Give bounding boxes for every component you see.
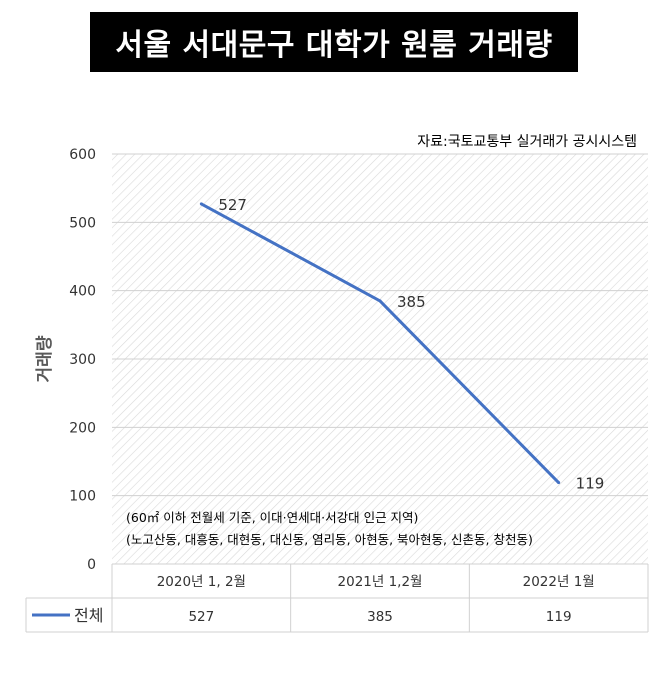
- source-note: 자료:국토교통부 실거래가 공시시스템: [417, 134, 637, 150]
- table-category-cell: 2020년 1, 2월: [157, 574, 246, 590]
- chart-title: 서울 서대문구 대학가 원룸 거래량: [90, 12, 578, 72]
- legend-label: 전체: [74, 606, 103, 625]
- plot-area: [112, 153, 648, 565]
- data-point: [378, 299, 382, 303]
- series-layer: 527 385 119: [199, 196, 605, 493]
- y-tick-label: 100: [69, 489, 96, 505]
- y-tick-label: 600: [69, 147, 96, 163]
- y-axis-title: 거래량: [35, 335, 55, 382]
- data-point: [557, 481, 561, 485]
- table-value-cell: 119: [546, 609, 572, 625]
- y-tick-label: 200: [69, 420, 96, 436]
- y-tick-label: 500: [69, 215, 96, 231]
- table-category-cell: 2022년 1월: [523, 574, 595, 590]
- data-label: 119: [576, 475, 605, 493]
- table-value-cell: 385: [367, 609, 393, 625]
- data-point: [199, 202, 203, 206]
- y-tick-label: 0: [87, 557, 96, 573]
- table-category-cell: 2021년 1,2월: [338, 574, 423, 590]
- data-label: 527: [218, 196, 247, 214]
- area-list-note: (노고산동, 대흥동, 대현동, 대신동, 염리동, 아현동, 북아현동, 신촌…: [126, 532, 533, 547]
- data-label: 385: [397, 293, 426, 311]
- y-axis: 0 100 200 300 400 500 600: [69, 147, 96, 573]
- table-value-cell: 527: [188, 609, 214, 625]
- y-tick-label: 400: [69, 284, 96, 300]
- criteria-note: (60㎡ 이하 전월세 기준, 이대·연세대·서강대 인근 지역): [126, 510, 418, 525]
- y-tick-label: 300: [69, 352, 96, 368]
